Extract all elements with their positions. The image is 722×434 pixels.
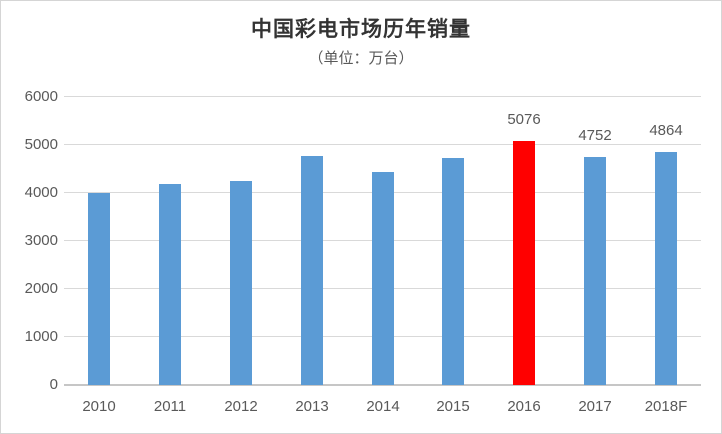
- bar-2011: [159, 184, 181, 385]
- bar-2015: [442, 158, 464, 385]
- x-axis-line: [64, 384, 701, 386]
- x-tick-label-2011: 2011: [153, 398, 187, 415]
- x-tick-label-2012: 2012: [224, 398, 258, 415]
- bar-2018F: [655, 152, 677, 385]
- y-tick-label-5000: 5000: [24, 136, 58, 153]
- chart-subtitle: （单位：万台）: [308, 50, 414, 67]
- y-tick-label-4000: 4000: [24, 184, 58, 201]
- y-tick-label-6000: 6000: [24, 88, 58, 105]
- y-tick-label-1000: 1000: [24, 328, 58, 345]
- x-tick-label-2017: 2017: [578, 398, 612, 415]
- chart-title: 中国彩电市场历年销量: [251, 18, 471, 41]
- bar-2014: [372, 172, 394, 385]
- x-tick-label-2010: 2010: [82, 398, 116, 415]
- x-tick-label-2016: 2016: [507, 398, 541, 415]
- y-tick-label-3000: 3000: [24, 232, 58, 249]
- x-tick-label-2014: 2014: [366, 398, 400, 415]
- y-tick-label-2000: 2000: [24, 280, 58, 297]
- plot-area: [64, 96, 701, 386]
- data-label-2016: 5076: [507, 111, 541, 128]
- data-label-2018F: 4864: [649, 122, 683, 139]
- bar-2010: [88, 193, 110, 385]
- gridline-5000: [64, 144, 701, 145]
- y-tick-label-0: 0: [49, 376, 58, 393]
- data-label-2017: 4752: [578, 127, 612, 144]
- bar-2016: [513, 141, 535, 385]
- gridline-6000: [64, 96, 701, 97]
- bar-2012: [230, 181, 252, 385]
- bar-2017: [584, 157, 606, 385]
- bar-2013: [301, 156, 323, 385]
- x-tick-label-2013: 2013: [295, 398, 329, 415]
- x-tick-label-2015: 2015: [436, 398, 470, 415]
- x-tick-label-2018F: 2018F: [644, 398, 688, 415]
